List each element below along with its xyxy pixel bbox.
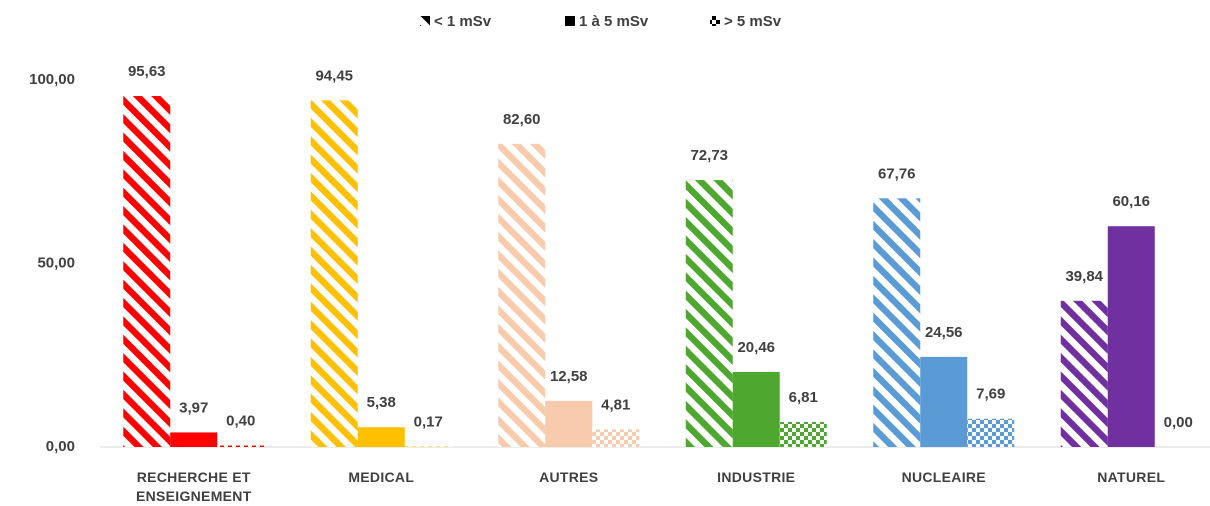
x-tick-label: MEDICAL [348,469,415,485]
data-label: 67,76 [878,165,916,182]
data-label: 24,56 [925,324,963,341]
x-tick-label: RECHERCHE ET ENSEIGNEMENT [135,469,252,504]
bar [1060,300,1108,447]
data-label: 5,38 [367,394,396,411]
y-tick-label: 50,00 [37,254,75,271]
bar [498,143,546,447]
bar [404,446,452,447]
legend-label: > 5 mSv [724,13,782,30]
data-label: 39,84 [1065,268,1103,285]
bar [920,356,968,447]
data-label: 0,40 [226,413,255,430]
bar [123,96,171,447]
data-label: 0,17 [414,413,443,430]
legend-label: 1 à 5 mSv [579,13,649,30]
data-label: 7,69 [976,386,1005,403]
bar [685,180,733,447]
data-label: 20,46 [737,339,775,356]
data-label: 6,81 [789,389,818,406]
bar [592,429,640,447]
bar [310,100,358,447]
bar [873,198,921,447]
legend-swatch [420,16,430,26]
data-label: 3,97 [179,399,208,416]
legend-label: < 1 mSv [434,13,492,30]
bar [217,445,265,447]
legend-swatch [565,16,575,26]
data-label: 95,63 [128,63,166,80]
legend-swatch [710,16,720,26]
bar [170,432,218,447]
x-tick-label: AUTRES [539,469,599,485]
y-tick-label: 0,00 [46,438,75,455]
y-tick-label: 100,00 [29,71,75,88]
data-label: 4,81 [601,396,630,413]
bar [779,422,827,447]
bar [967,418,1015,447]
bar [732,371,780,447]
x-tick-label: NUCLEAIRE [901,469,986,485]
bar [357,427,405,447]
x-tick-label: NATUREL [1097,469,1166,485]
data-label: 82,60 [503,111,541,128]
data-label: 72,73 [690,147,728,164]
bar [1107,226,1155,447]
bar [545,400,593,447]
data-label: 0,00 [1164,414,1193,431]
data-label: 94,45 [315,67,353,84]
data-label: 60,16 [1112,193,1150,210]
data-label: 12,58 [550,368,588,385]
x-tick-label: INDUSTRIE [717,469,796,485]
